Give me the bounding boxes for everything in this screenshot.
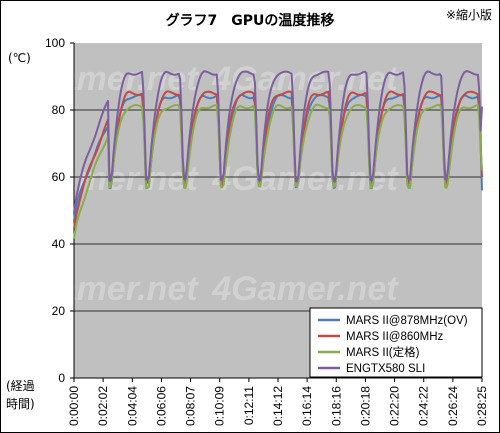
x-tick-label: 0:06:06 xyxy=(154,386,168,426)
legend-label: MARS II(定格) xyxy=(346,345,420,359)
x-tick-label: 0:26:24 xyxy=(446,386,460,426)
y-tick-label: 40 xyxy=(52,237,66,251)
series-line xyxy=(73,103,483,239)
x-tick-label: 0:28:25 xyxy=(475,386,489,426)
watermark-group: 4Gamer.net 4Gamer.net 4Gamer.net 4Gamer.net… xyxy=(11,60,399,308)
x-axis-label-line1: (経過 xyxy=(6,379,35,393)
x-tick-label: 0:10:09 xyxy=(213,386,227,426)
x-tick-label: 0:20:18 xyxy=(358,386,372,426)
x-tick-label: 0:04:04 xyxy=(125,386,139,426)
x-tick-label: 0:08:07 xyxy=(184,386,198,426)
y-axis-label: (℃) xyxy=(8,51,31,65)
y-tick-labels: 0 20 40 60 80 100 xyxy=(45,36,65,385)
watermark-text: 4Gamer.net xyxy=(211,160,399,198)
y-tick-label: 0 xyxy=(58,371,65,385)
watermark-text: 4Gamer.net xyxy=(211,60,399,98)
corner-note: ※縮小版 xyxy=(446,7,492,22)
legend-label: MARS II@878MHz(OV) xyxy=(346,315,468,327)
x-tick-label: 0:14:12 xyxy=(271,386,285,426)
watermark-text: 4Gamer.net xyxy=(11,270,199,308)
x-tick-label: 0:18:16 xyxy=(329,386,343,426)
x-tick-label: 0:02:02 xyxy=(96,386,110,426)
y-tick-label: 80 xyxy=(52,103,66,117)
legend-label: MARS II@860MHz xyxy=(346,331,444,343)
x-tick-label: 0:00:00 xyxy=(67,386,81,426)
series-group xyxy=(73,70,483,239)
x-tick-label: 0:16:14 xyxy=(300,386,314,426)
watermark-text: 4Gamer.net xyxy=(211,270,399,308)
x-axis-label-line2: 時間) xyxy=(6,397,35,411)
legend: MARS II@878MHz(OV) MARS II@860MHz MARS II(… xyxy=(309,307,483,378)
y-tick-label: 60 xyxy=(52,170,66,184)
legend-label: ENGTX580 SLI xyxy=(346,363,425,375)
y-tick-label: 20 xyxy=(52,304,66,318)
x-tick-labels: 0:00:00 0:02:02 0:04:04 0:06:06 0:08:07 0:10:… xyxy=(67,386,489,426)
watermark-text: 4Gamer.net xyxy=(11,160,199,198)
x-tick-label: 0:22:20 xyxy=(388,386,402,426)
series-line xyxy=(73,70,483,213)
chart-title: グラフ7 GPUの温度推移 xyxy=(166,12,335,29)
y-tick-label: 100 xyxy=(45,36,65,50)
x-tick-label: 0:12:11 xyxy=(242,386,256,425)
x-tick-label: 0:24:22 xyxy=(417,386,431,426)
